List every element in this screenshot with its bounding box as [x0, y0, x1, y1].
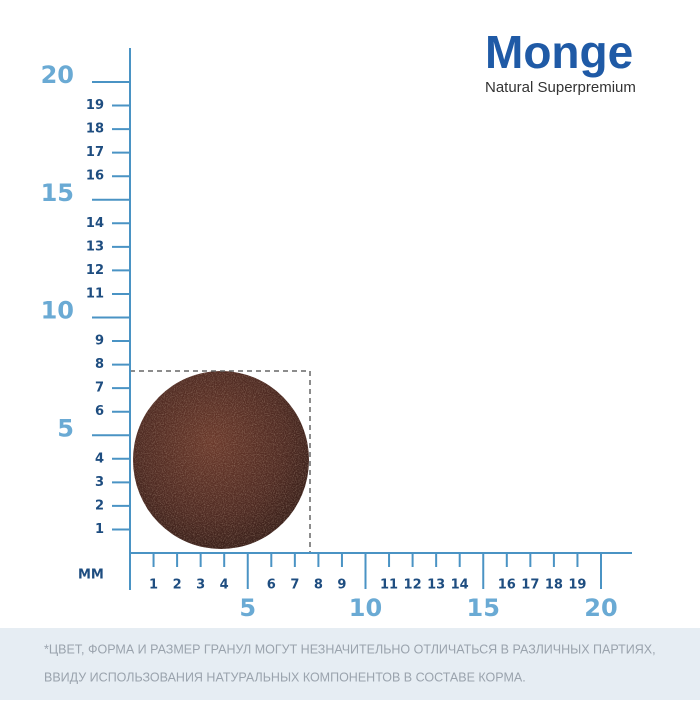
- brand: Monge: [485, 26, 633, 78]
- tick-label: 18: [545, 578, 563, 593]
- tick-label: 7: [95, 381, 104, 396]
- kibble: [133, 371, 309, 549]
- tick-label: 11: [380, 578, 398, 593]
- tick-label: 12: [404, 578, 422, 593]
- disclaimer: ВВИДУ ИСПОЛЬЗОВАНИЯ НАТУРАЛЬНЫХ КОМПОНЕН…: [44, 670, 526, 684]
- tick-label: 9: [95, 334, 104, 349]
- tick-label: 2: [95, 498, 104, 513]
- tick-label: 5: [239, 594, 256, 622]
- tick-label: 13: [86, 239, 104, 254]
- tick-label: 11: [86, 286, 104, 301]
- tick-label: 2: [173, 578, 182, 593]
- tick-label: 12: [86, 263, 104, 278]
- tick-label: 1: [95, 522, 104, 537]
- tick-label: 3: [196, 578, 205, 593]
- tick-label: 14: [451, 578, 469, 593]
- tick-label: 8: [95, 357, 104, 372]
- tick-label: 17: [521, 578, 539, 593]
- tick-label: 10: [41, 297, 74, 325]
- tick-label: 19: [86, 98, 104, 113]
- disclaimer: *ЦВЕТ, ФОРМА И РАЗМЕР ГРАНУЛ МОГУТ НЕЗНА…: [44, 642, 656, 656]
- tick-label: 10: [349, 594, 382, 622]
- tick-label: 1: [149, 578, 158, 593]
- tick-label: 20: [584, 594, 617, 622]
- tick-label: 7: [290, 578, 299, 593]
- tick-label: 20: [41, 61, 74, 89]
- tick-label: 16: [498, 578, 516, 593]
- tagline: Natural Superpremium: [485, 79, 636, 96]
- tick-label: 8: [314, 578, 323, 593]
- tick-label: 6: [267, 578, 276, 593]
- tick-label: 4: [220, 578, 229, 593]
- tick-label: 3: [95, 475, 104, 490]
- tick-label: 19: [568, 578, 586, 593]
- tick-label: 16: [86, 169, 104, 184]
- tick-label: 13: [427, 578, 445, 593]
- tick-label: 17: [86, 145, 104, 160]
- tick-label: 4: [95, 451, 104, 466]
- tick-label: 15: [467, 594, 500, 622]
- tick-label: 14: [86, 216, 104, 231]
- tick-label: 6: [95, 404, 104, 419]
- tick-label: 15: [41, 179, 74, 207]
- tick-label: 9: [337, 578, 346, 593]
- size-box: [130, 370, 311, 553]
- unit: MM: [78, 568, 104, 583]
- tick-label: 5: [57, 414, 74, 442]
- footer-band: [0, 628, 700, 700]
- tick-label: 18: [86, 122, 104, 137]
